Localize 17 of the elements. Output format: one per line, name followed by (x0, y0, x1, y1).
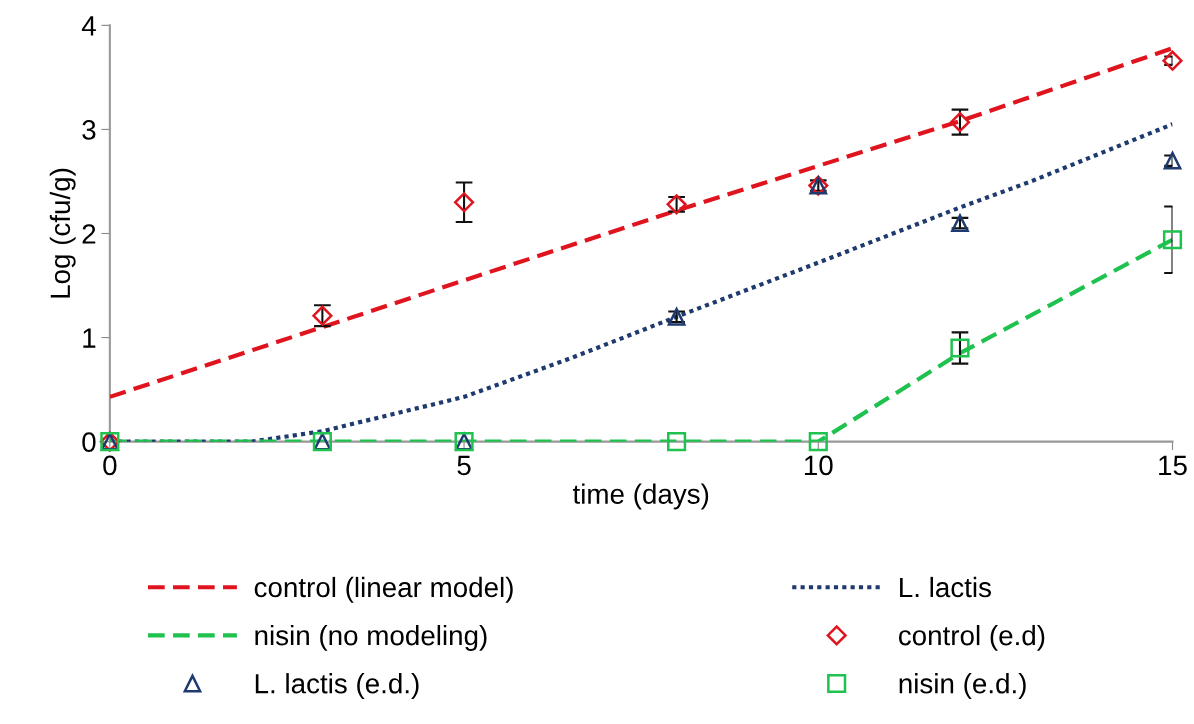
legend-label: L. lactis (900, 576, 991, 598)
legend-label: control (e.d) (898, 624, 1045, 651)
legend-label: control (linear model) (254, 576, 513, 603)
y-axis-title: Log (cfu/g) (49, 168, 76, 298)
x-axis-title: time (days) (572, 483, 709, 510)
x-tick-label: 15 (1159, 455, 1187, 476)
legend-label: L. lactis (e.d.) (255, 673, 419, 699)
legend-label: nisin (no modeling) (255, 624, 487, 651)
y-tick-label: 3 (82, 120, 96, 140)
y-tick-label: 1 (83, 328, 96, 348)
x-tick-label: 0 (103, 455, 117, 476)
x-tick-label: 10 (804, 455, 833, 476)
legend-label: nisin (e.d.) (899, 673, 1026, 699)
y-tick-label: 0 (82, 432, 96, 452)
x-tick-label: 5 (457, 455, 471, 476)
y-tick-label: 4 (81, 16, 96, 36)
y-tick-label: 2 (82, 224, 96, 244)
